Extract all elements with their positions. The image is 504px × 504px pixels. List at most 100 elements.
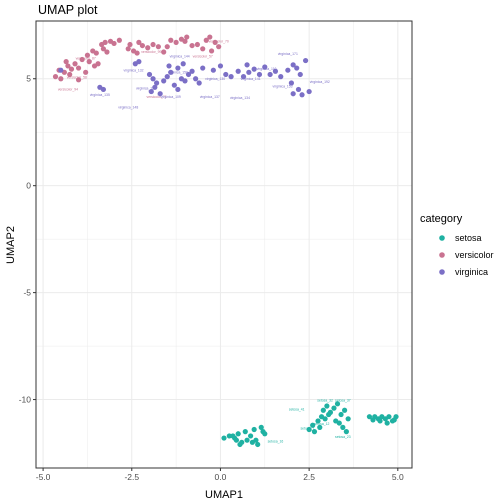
- point-label-virginica: virginica_148: [118, 106, 138, 110]
- data-point-versicolor: [67, 71, 73, 78]
- data-point-setosa: [255, 441, 261, 448]
- data-point-setosa: [377, 418, 383, 424]
- data-point-versicolor: [79, 56, 85, 63]
- point-label-setosa: setosa_12: [314, 422, 330, 426]
- x-tick-label: -5.0: [36, 472, 51, 482]
- data-point-versicolor: [164, 44, 170, 50]
- data-point-virginica: [58, 67, 64, 73]
- data-point-setosa: [248, 433, 254, 439]
- data-point-versicolor: [173, 39, 179, 45]
- data-point-versicolor: [127, 41, 133, 48]
- data-point-versicolor: [75, 65, 82, 71]
- data-point-versicolor: [136, 39, 142, 45]
- data-point-versicolor: [189, 42, 195, 49]
- data-point-versicolor: [150, 41, 156, 48]
- data-point-virginica: [306, 88, 312, 95]
- point-label-setosa: setosa_41: [289, 407, 305, 411]
- data-point-versicolor: [155, 44, 161, 50]
- point-label-versicolor: versicolor_87: [76, 56, 96, 60]
- y-axis-title: UMAP2: [5, 226, 17, 264]
- data-point-versicolor: [212, 39, 218, 45]
- point-label-virginica: virginica_141: [241, 77, 261, 81]
- series-setosa: setosa_32 setosa_37 setosa_41 setosa_7setos…: [221, 399, 399, 448]
- data-point-setosa: [306, 426, 312, 433]
- point-label-versicolor: versicolor_71: [147, 95, 167, 99]
- data-point-virginica: [262, 64, 268, 70]
- data-point-setosa: [331, 405, 337, 411]
- data-point-setosa: [221, 435, 227, 441]
- data-point-versicolor: [194, 41, 200, 48]
- chart-title: UMAP plot: [38, 3, 98, 17]
- data-point-versicolor: [182, 38, 188, 44]
- x-tick-label: 5.0: [392, 472, 404, 482]
- data-point-setosa: [258, 424, 264, 430]
- legend-key-virginica: [439, 269, 445, 275]
- data-point-setosa: [391, 417, 397, 423]
- point-label-virginica: virginica_109: [161, 95, 181, 99]
- data-point-setosa: [338, 411, 344, 418]
- data-point-virginica: [146, 71, 153, 78]
- data-point-versicolor: [102, 39, 108, 45]
- data-point-virginica: [164, 74, 170, 80]
- data-point-setosa: [333, 418, 339, 424]
- data-point-virginica: [290, 62, 296, 68]
- data-point-versicolor: [116, 37, 122, 43]
- data-point-versicolor: [83, 69, 89, 75]
- legend: category setosa versicolor virginica: [420, 213, 494, 277]
- data-point-versicolor: [208, 48, 215, 54]
- point-label-virginica: virginica_132: [124, 68, 144, 72]
- data-point-versicolor: [125, 46, 131, 52]
- data-point-virginica: [100, 86, 106, 93]
- data-point-setosa: [233, 437, 240, 443]
- data-point-virginica: [171, 82, 177, 88]
- data-point-versicolor: [200, 46, 206, 52]
- data-point-virginica: [246, 69, 252, 75]
- point-label-virginica: virginica_130: [205, 77, 225, 81]
- data-point-virginica: [256, 71, 263, 78]
- point-label-versicolor: versicolor_57: [193, 54, 213, 58]
- data-point-setosa: [345, 416, 351, 422]
- data-point-virginica: [175, 65, 181, 71]
- data-point-versicolor: [63, 59, 69, 65]
- y-tick-label: 5: [26, 74, 31, 84]
- legend-title: category: [420, 213, 463, 225]
- data-point-setosa: [343, 429, 349, 435]
- data-point-virginica: [295, 86, 302, 93]
- legend-label-virginica: virginica: [455, 267, 488, 277]
- data-point-versicolor: [75, 77, 82, 83]
- plot-panel: setosa_32 setosa_37 setosa_41 setosa_7setos…: [35, 20, 413, 469]
- point-label-virginica: virginica_153: [273, 84, 293, 88]
- point-label-virginica: virginica_150: [168, 70, 188, 74]
- panel-background: [36, 21, 412, 468]
- data-point-versicolor: [168, 37, 174, 43]
- data-point-setosa: [386, 414, 392, 420]
- data-point-virginica: [299, 92, 305, 98]
- data-point-virginica: [189, 68, 195, 74]
- data-point-virginica: [136, 59, 142, 65]
- x-axis-title: UMAP1: [205, 489, 243, 501]
- data-point-setosa: [317, 424, 323, 430]
- data-point-virginica: [168, 69, 174, 75]
- data-point-virginica: [278, 74, 284, 80]
- data-point-virginica: [228, 74, 234, 80]
- point-label-virginica: virginica_134: [230, 96, 250, 100]
- data-point-setosa: [334, 401, 341, 407]
- data-point-setosa: [340, 424, 346, 430]
- data-point-versicolor: [84, 52, 91, 58]
- legend-key-versicolor: [439, 252, 445, 258]
- point-label-virginica: virginica_135: [90, 93, 110, 97]
- data-point-setosa: [324, 403, 330, 409]
- data-point-virginica: [297, 71, 303, 78]
- data-point-versicolor: [104, 49, 110, 55]
- data-point-versicolor: [68, 66, 75, 72]
- data-point-versicolor: [90, 48, 96, 54]
- data-point-setosa: [366, 414, 373, 420]
- data-point-versicolor: [139, 42, 146, 49]
- data-point-setosa: [310, 422, 316, 428]
- data-point-setosa: [315, 418, 321, 424]
- data-point-versicolor: [184, 34, 190, 40]
- data-point-virginica: [210, 67, 216, 73]
- y-tick-label: 0: [26, 181, 31, 191]
- data-point-setosa: [230, 433, 236, 439]
- point-label-versicolor: versicolor_58: [67, 76, 87, 80]
